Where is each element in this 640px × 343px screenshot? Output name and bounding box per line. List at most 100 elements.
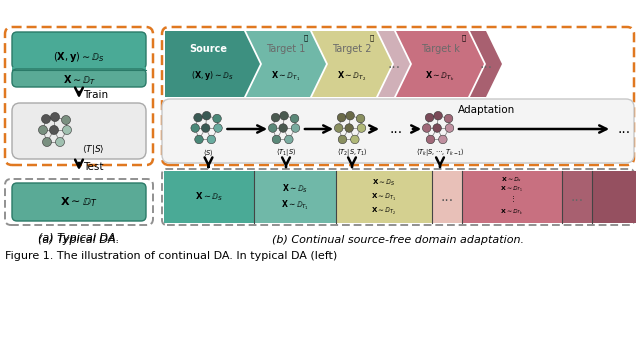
Circle shape bbox=[285, 135, 293, 144]
FancyBboxPatch shape bbox=[12, 183, 146, 221]
Text: ...: ... bbox=[479, 57, 493, 71]
Circle shape bbox=[356, 114, 365, 123]
Circle shape bbox=[61, 116, 70, 125]
Text: $\mathbf{X}\sim\mathbb{D}_{T_1}$: $\mathbf{X}\sim\mathbb{D}_{T_1}$ bbox=[500, 185, 524, 194]
Circle shape bbox=[202, 124, 210, 132]
Bar bbox=[562, 171, 592, 223]
Text: $\mathbf{X}\sim\mathbb{D}_T$: $\mathbf{X}\sim\mathbb{D}_T$ bbox=[60, 195, 98, 209]
Circle shape bbox=[426, 135, 435, 144]
Text: (a) Typical DA.: (a) Typical DA. bbox=[38, 233, 120, 243]
Bar bbox=[254, 171, 336, 223]
Circle shape bbox=[42, 138, 51, 146]
Circle shape bbox=[444, 114, 453, 123]
Circle shape bbox=[357, 124, 366, 132]
Text: $\vdots$: $\vdots$ bbox=[509, 194, 515, 203]
Circle shape bbox=[335, 124, 343, 132]
Text: $\langle S\rangle$: $\langle S\rangle$ bbox=[203, 147, 214, 158]
Text: $\mathbf{X}\sim\mathbb{D}_{T_k}$: $\mathbf{X}\sim\mathbb{D}_{T_k}$ bbox=[425, 69, 455, 83]
Bar bbox=[592, 171, 636, 223]
Text: Target 1: Target 1 bbox=[266, 45, 306, 55]
Text: $\langle T_1|S\rangle$: $\langle T_1|S\rangle$ bbox=[276, 146, 296, 158]
FancyBboxPatch shape bbox=[12, 103, 146, 159]
Text: $\langle T_k|S,\cdots,T_{k-1}\rangle$: $\langle T_k|S,\cdots,T_{k-1}\rangle$ bbox=[415, 146, 465, 158]
FancyBboxPatch shape bbox=[162, 99, 634, 163]
Text: $(\mathbf{X},\mathbf{y})\sim\mathbb{D}_S$: $(\mathbf{X},\mathbf{y})\sim\mathbb{D}_S… bbox=[53, 50, 105, 64]
Text: Target k: Target k bbox=[420, 45, 460, 55]
Circle shape bbox=[212, 114, 221, 123]
Text: Test: Test bbox=[83, 162, 104, 172]
Circle shape bbox=[268, 124, 277, 132]
Bar bbox=[462, 171, 562, 223]
Text: $\langle T|S\rangle$: $\langle T|S\rangle$ bbox=[82, 143, 104, 156]
Text: (b) Continual source-free domain adaptation.: (b) Continual source-free domain adaptat… bbox=[272, 235, 524, 245]
Polygon shape bbox=[312, 31, 392, 97]
Text: ...: ... bbox=[389, 122, 403, 136]
Circle shape bbox=[202, 111, 211, 120]
Text: $(\mathbf{X},\mathbf{y})\sim\mathbb{D}_S$: $(\mathbf{X},\mathbf{y})\sim\mathbb{D}_S… bbox=[191, 69, 234, 82]
Text: $\mathbf{X}\sim\mathbb{D}_S$: $\mathbf{X}\sim\mathbb{D}_S$ bbox=[195, 191, 223, 203]
Circle shape bbox=[272, 135, 281, 144]
Circle shape bbox=[195, 135, 204, 144]
Text: $\mathbf{X}\sim\mathbb{D}_{T_k}$: $\mathbf{X}\sim\mathbb{D}_{T_k}$ bbox=[500, 208, 524, 217]
Text: $\mathbf{X}\sim\mathbb{D}_T$: $\mathbf{X}\sim\mathbb{D}_T$ bbox=[63, 73, 95, 87]
Circle shape bbox=[194, 113, 202, 122]
Circle shape bbox=[56, 138, 65, 146]
Circle shape bbox=[434, 111, 442, 120]
Polygon shape bbox=[165, 31, 260, 97]
Bar bbox=[432, 171, 462, 223]
Polygon shape bbox=[378, 31, 410, 97]
Text: $\mathbf{X}\sim\mathbb{D}_{T_2}$: $\mathbf{X}\sim\mathbb{D}_{T_2}$ bbox=[337, 69, 367, 83]
Circle shape bbox=[337, 113, 346, 122]
Polygon shape bbox=[246, 31, 326, 97]
Circle shape bbox=[279, 124, 287, 132]
Circle shape bbox=[291, 114, 299, 123]
Circle shape bbox=[63, 126, 72, 134]
Text: $\mathbf{X}\sim\mathbb{D}_S$: $\mathbf{X}\sim\mathbb{D}_S$ bbox=[282, 182, 308, 195]
Circle shape bbox=[51, 113, 60, 121]
Text: (a) Typical DA.: (a) Typical DA. bbox=[38, 235, 120, 245]
Bar bbox=[164, 171, 254, 223]
Text: Train: Train bbox=[83, 90, 108, 100]
FancyBboxPatch shape bbox=[12, 32, 146, 69]
Circle shape bbox=[207, 135, 216, 144]
Text: $\mathbf{X}\sim\mathbb{D}_{T_1}$: $\mathbf{X}\sim\mathbb{D}_{T_1}$ bbox=[281, 199, 309, 212]
Text: ...: ... bbox=[570, 190, 584, 204]
Circle shape bbox=[338, 135, 347, 144]
Circle shape bbox=[49, 126, 58, 134]
Circle shape bbox=[291, 124, 300, 132]
Text: ...: ... bbox=[618, 122, 630, 136]
Polygon shape bbox=[470, 31, 502, 97]
Circle shape bbox=[445, 124, 454, 132]
Text: $\mathbf{X}\sim\mathbb{D}_s$: $\mathbf{X}\sim\mathbb{D}_s$ bbox=[501, 175, 523, 184]
Text: $\mathbf{X}\sim\mathbb{D}_{T_1}$: $\mathbf{X}\sim\mathbb{D}_{T_1}$ bbox=[271, 69, 301, 83]
Text: 🔒: 🔒 bbox=[304, 35, 308, 41]
Text: $\mathbf{X}\sim\mathbb{D}_S$: $\mathbf{X}\sim\mathbb{D}_S$ bbox=[372, 178, 396, 188]
Circle shape bbox=[422, 124, 431, 132]
Circle shape bbox=[345, 124, 353, 132]
Circle shape bbox=[351, 135, 359, 144]
Circle shape bbox=[191, 124, 200, 132]
Circle shape bbox=[425, 113, 434, 122]
Text: Target 2: Target 2 bbox=[332, 45, 372, 55]
Text: Source: Source bbox=[189, 45, 227, 55]
Bar bbox=[12, 67, 146, 73]
Text: ...: ... bbox=[387, 57, 401, 71]
Text: $\langle T_2|S,T_1\rangle$: $\langle T_2|S,T_1\rangle$ bbox=[337, 146, 367, 158]
Circle shape bbox=[346, 111, 355, 120]
Text: Adaptation: Adaptation bbox=[458, 105, 515, 115]
Text: 🔒: 🔒 bbox=[370, 35, 374, 41]
Circle shape bbox=[438, 135, 447, 144]
Circle shape bbox=[280, 111, 289, 120]
Circle shape bbox=[214, 124, 222, 132]
Circle shape bbox=[271, 113, 280, 122]
Text: $\mathbf{X}\sim\mathbb{D}_{T_2}$: $\mathbf{X}\sim\mathbb{D}_{T_2}$ bbox=[371, 205, 397, 216]
Text: 🔒: 🔒 bbox=[462, 35, 466, 41]
Text: Figure 1. The illustration of continual DA. In typical DA (left): Figure 1. The illustration of continual … bbox=[5, 251, 337, 261]
Text: ...: ... bbox=[440, 190, 454, 204]
Circle shape bbox=[433, 124, 442, 132]
Polygon shape bbox=[396, 31, 484, 97]
Circle shape bbox=[42, 115, 51, 123]
Bar bbox=[336, 171, 432, 223]
Text: $\mathbf{X}\sim\mathbb{D}_{T_1}$: $\mathbf{X}\sim\mathbb{D}_{T_1}$ bbox=[371, 191, 397, 202]
FancyBboxPatch shape bbox=[12, 69, 146, 87]
